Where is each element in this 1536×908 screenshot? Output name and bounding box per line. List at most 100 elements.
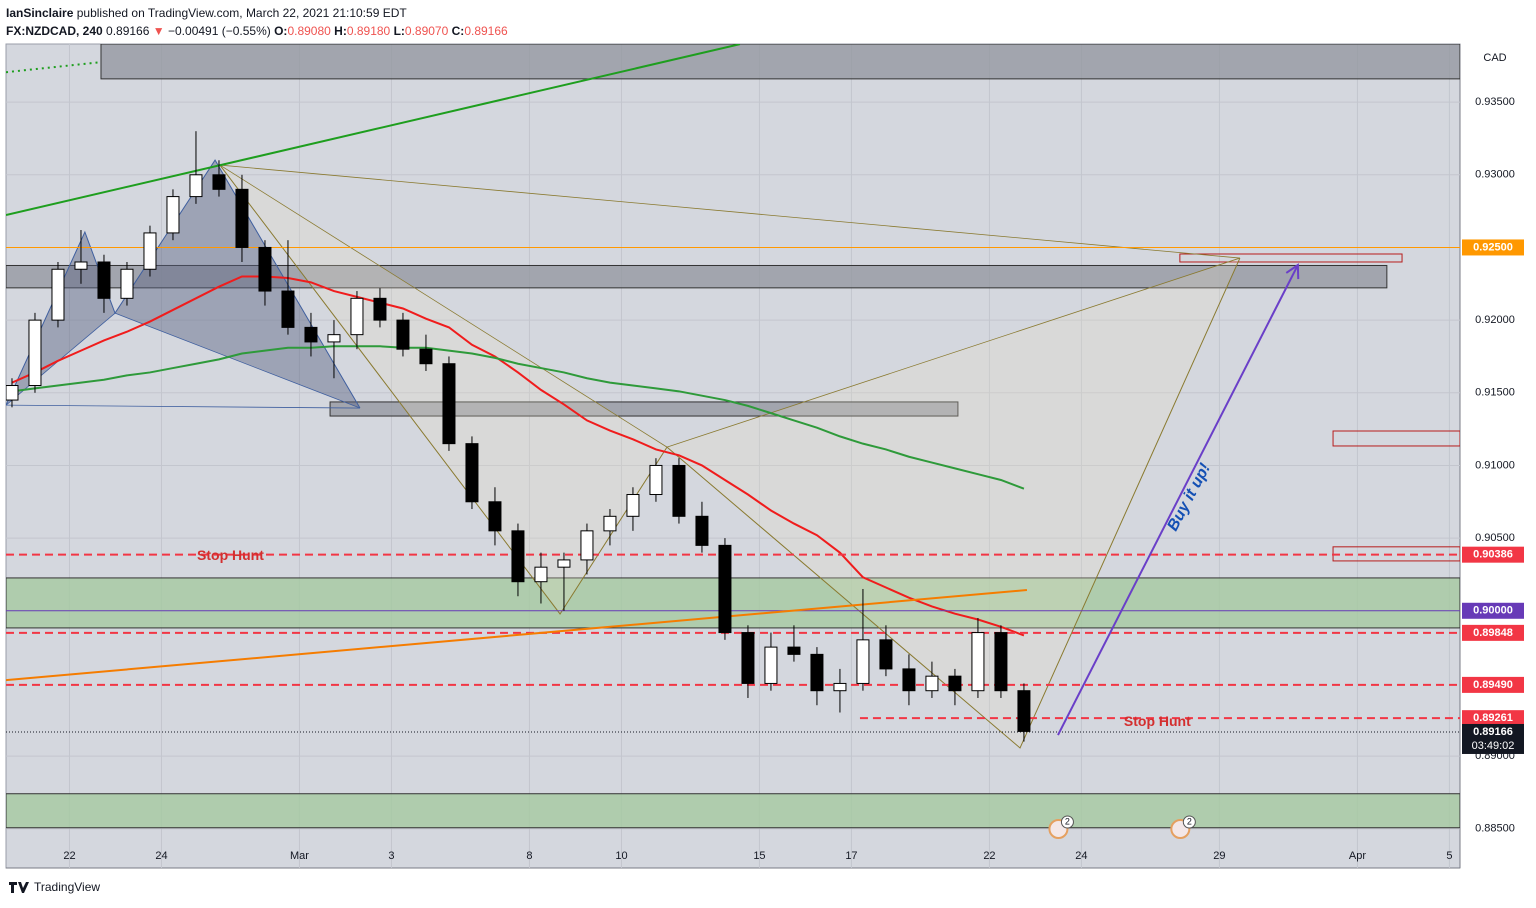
y-tick-label: 0.90500 <box>1475 532 1515 544</box>
trendline <box>6 44 741 217</box>
candle-body <box>718 544 732 634</box>
candle-body <box>97 261 111 299</box>
logo <box>9 882 29 893</box>
moving-average <box>11 275 1025 637</box>
arrow-head <box>1285 263 1300 280</box>
pattern-leg <box>114 312 361 409</box>
y-tick-label: 0.91500 <box>1475 387 1515 399</box>
price-badge-label: 0.89261 <box>1473 712 1513 724</box>
publish-line: IanSinclaire published on TradingView.co… <box>6 4 508 22</box>
candle-body <box>649 464 663 496</box>
candle-body <box>373 297 387 321</box>
x-tick-label: 24 <box>1075 850 1087 862</box>
event-count: 2 <box>1187 816 1192 826</box>
moving-average <box>11 345 1025 490</box>
ohlc-key: H: <box>334 24 347 38</box>
candle-body <box>741 632 755 684</box>
candle-body <box>74 261 88 270</box>
candle-body <box>626 494 640 517</box>
price-badge <box>1462 624 1524 641</box>
y-tick-label: 0.91000 <box>1475 459 1515 471</box>
candle-body <box>810 653 824 692</box>
ohlc-key: L: <box>393 24 405 38</box>
candle-body <box>28 319 42 387</box>
ohlc-value: 0.89070 <box>404 24 449 38</box>
candle-body <box>419 348 433 365</box>
price-badge <box>1462 723 1524 754</box>
candle-body <box>166 196 180 234</box>
candle-body <box>994 632 1008 692</box>
plot-layer <box>6 44 1460 868</box>
zone <box>6 264 1388 289</box>
candle-body <box>580 530 594 561</box>
trendline <box>6 588 1028 682</box>
zone <box>6 577 1460 629</box>
event-count-bg <box>1060 815 1074 829</box>
publisher: IanSinclaire <box>6 6 74 20</box>
event-count: 2 <box>1065 816 1070 826</box>
zone <box>1332 430 1460 447</box>
published: published on TradingView.com, March 22, … <box>76 6 407 20</box>
candle-body <box>856 639 870 684</box>
brand: TradingView <box>34 880 101 894</box>
trendline <box>6 61 102 74</box>
ohlc-key: O: <box>274 24 288 38</box>
x-tick-label: 10 <box>615 850 627 862</box>
candle-body <box>442 363 456 445</box>
price-badge-label: 0.89848 <box>1473 627 1513 639</box>
ohlc: O:0.89080 H:0.89180 L:0.89070 C:0.89166 <box>274 24 508 38</box>
candle-body <box>695 515 709 546</box>
candle-body <box>902 668 916 692</box>
price-badge <box>1462 602 1524 619</box>
candle-body <box>465 443 479 503</box>
candle-body <box>1017 690 1031 732</box>
candle-body <box>258 246 272 292</box>
x-tick-label: 15 <box>753 850 765 862</box>
pattern-leg <box>219 164 668 448</box>
candle-body <box>787 646 801 655</box>
pattern-leg <box>6 404 360 409</box>
change: −0.00491 (−0.55%) <box>168 24 271 38</box>
zone <box>1179 253 1403 263</box>
price-badge <box>1462 676 1524 693</box>
candle-body <box>120 268 134 299</box>
ohlc-key: C: <box>451 24 465 38</box>
candle-body <box>143 232 157 270</box>
candle-body <box>281 290 295 328</box>
price-badge-label: 0.89490 <box>1473 679 1513 691</box>
ohlc-value: 0.89166 <box>464 24 508 38</box>
x-tick-label: 3 <box>388 850 394 862</box>
candle-body <box>603 515 617 532</box>
candle-body <box>396 319 410 350</box>
x-tick-label: 17 <box>845 850 857 862</box>
candle-body <box>350 297 364 336</box>
candle-body <box>534 566 548 583</box>
candle-body <box>764 646 778 684</box>
candle-body <box>971 632 985 692</box>
y-tick-label: 0.93500 <box>1475 96 1515 108</box>
y-tick-label: 0.92000 <box>1475 314 1515 326</box>
price-badge-label: 0.90000 <box>1473 605 1513 617</box>
header: IanSinclaire published on TradingView.co… <box>6 4 508 40</box>
x-tick-label: 22 <box>63 850 75 862</box>
zone <box>329 401 959 417</box>
candle-body <box>235 188 249 248</box>
zone <box>6 793 1460 829</box>
x-tick-label: 5 <box>1446 850 1452 862</box>
y-tick-label: 0.88500 <box>1475 823 1515 835</box>
x-tick-label: 29 <box>1213 850 1225 862</box>
annotation: Stop Hunt <box>197 547 264 563</box>
x-tick-label: 22 <box>983 850 995 862</box>
pattern-leg <box>219 164 1240 259</box>
ohlc-value: 0.89180 <box>346 24 391 38</box>
x-tick-label: 24 <box>155 850 167 862</box>
candle-body <box>327 334 341 343</box>
event-count-bg <box>1182 815 1196 829</box>
x-tick-label: 8 <box>526 850 532 862</box>
price-badge <box>1462 710 1524 727</box>
candle-body <box>672 464 686 517</box>
candle-body <box>511 530 525 583</box>
candle-body <box>925 675 939 692</box>
